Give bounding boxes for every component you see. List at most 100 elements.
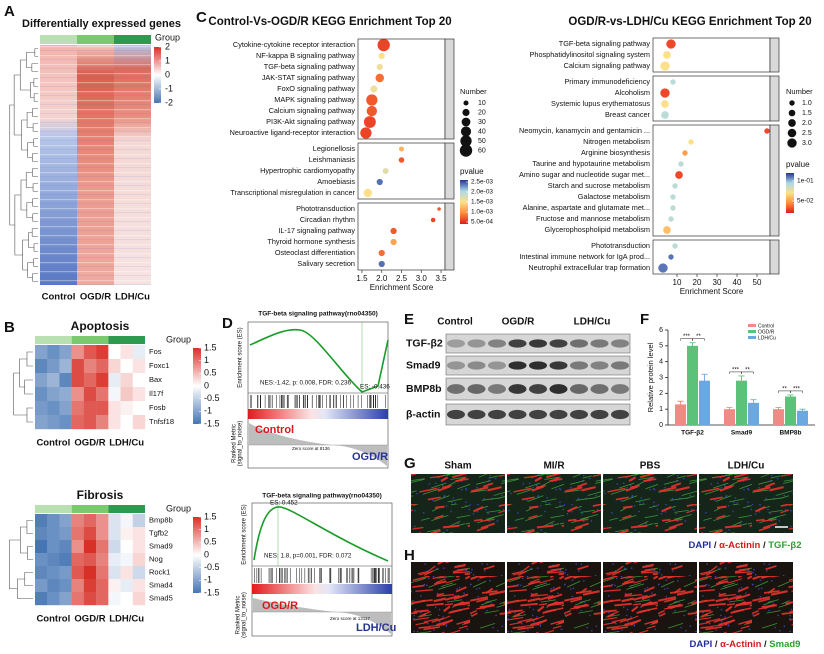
heatmap-cell [35, 579, 48, 593]
dot [378, 260, 385, 268]
x-tick-label: BMP8b [779, 430, 801, 437]
legend-label: 60 [478, 147, 486, 154]
heatmap-cell [83, 592, 97, 606]
legend-dot [789, 100, 795, 106]
heatmap-cell [35, 415, 48, 430]
heatmap-cell [108, 345, 121, 360]
group-label: OGD/R [74, 614, 105, 625]
dot [663, 226, 671, 234]
legend-label: 50 [478, 138, 486, 145]
rank-bar [248, 409, 388, 419]
bar [773, 409, 784, 425]
color-bar-label: -0.5 [204, 562, 220, 572]
band [529, 384, 547, 394]
heatmap-cell [59, 553, 72, 567]
heatmap-cell [120, 579, 133, 593]
x-tick-label: 50 [753, 278, 762, 287]
heatmap-cell [59, 345, 72, 360]
heatmap-cell [35, 401, 48, 416]
heatmap-cell [96, 387, 109, 402]
color-bar-label: 2 [165, 41, 170, 51]
heatmap-cell [35, 592, 48, 606]
heatmap-cell [35, 540, 48, 554]
legend-dot [788, 109, 796, 117]
dot [660, 88, 670, 98]
band [611, 384, 629, 394]
dendrogram-branch [19, 59, 31, 91]
term-label: Galactose metabolism [578, 192, 650, 201]
heatmap-cell [71, 401, 85, 416]
heatmap-texture [40, 45, 151, 285]
legend-title: Number [460, 87, 487, 96]
caption-part: DAPI [690, 639, 713, 650]
color-bar-label: 1 [204, 524, 209, 534]
x-tick-label: 30 [713, 278, 722, 287]
band [488, 361, 506, 370]
dendrogram-branch [26, 351, 33, 367]
dot [668, 216, 674, 222]
panel-letter: A [4, 3, 15, 20]
ranked-metric-area [249, 423, 387, 466]
error-bar [701, 373, 708, 387]
term-label: Amoebiasis [317, 177, 355, 186]
color-bar-label: 1.5e-03 [471, 199, 493, 206]
significance-label: *** [732, 367, 740, 373]
term-label: Arginine biosynthesis [581, 148, 650, 157]
legend-label: Control [758, 323, 774, 329]
heatmap-cell [120, 527, 133, 541]
y-axis-label: Ranked Metric [232, 424, 238, 463]
dendrogram-branch [19, 526, 28, 554]
error-bar [677, 400, 684, 408]
gsea-stats: NES:-1.42, p: 0.008, FDR: 0.236 [260, 380, 352, 387]
heatmap-cell [71, 345, 85, 360]
heatmap-cell [83, 373, 97, 388]
y-axis-label: Ranked Metric [236, 596, 242, 635]
term-label: Legionellosis [313, 144, 356, 153]
heatmap-cell [47, 359, 60, 374]
color-bar-label: -1.5 [204, 587, 220, 597]
color-bar-label: -0.5 [204, 393, 220, 403]
dendrogram-branch [32, 123, 38, 132]
facet-strip [769, 37, 780, 73]
y-axis-label: Enrichment score (ES) [238, 327, 244, 387]
dendrogram-branch [26, 407, 33, 423]
term-label: Leishmaniasis [309, 155, 356, 164]
group-label: Control [36, 438, 70, 449]
y-tick-label: 6 [659, 327, 663, 334]
dot [660, 61, 670, 71]
gsea-title: TGF-beta signaling pathway(rno04350) [262, 493, 382, 500]
x-tick-label: 2.5 [396, 274, 408, 283]
dendrogram-branch [32, 273, 38, 282]
dendrogram-branch [24, 379, 33, 395]
legend-label: 10 [478, 100, 486, 107]
term-label: Nitrogen metabolism [583, 137, 650, 146]
heatmap-cell [47, 514, 60, 528]
caption-part: / [761, 639, 769, 650]
caption-part: / [760, 540, 768, 551]
y-tick-label: 1 [659, 406, 663, 413]
gene-label: Bmp8b [149, 515, 173, 524]
heatmap-cell [108, 592, 121, 606]
heatmap-cell [120, 345, 133, 360]
heatmap-cell [35, 527, 48, 541]
term-label: JAK-STAT signaling pathway [262, 73, 356, 82]
heatmap-cell [132, 566, 146, 580]
term-label: Neuroactive ligand-receptor interaction [230, 128, 355, 137]
heatmap-cell [96, 415, 109, 430]
dendrogram-branch [27, 142, 34, 158]
column-label: Control [437, 317, 473, 328]
dot [661, 100, 669, 108]
heatmap-cell [59, 540, 72, 554]
caption: DAPI / α-Actinin / TGF-β2 [689, 540, 802, 551]
heatmap-cell [96, 514, 109, 528]
caption-part: Smad9 [769, 639, 800, 650]
dendrogram-branch [28, 232, 35, 248]
heatmap-cell [83, 579, 97, 593]
heatmap-cell [108, 387, 121, 402]
group-bar [40, 35, 77, 44]
heatmap-cell [83, 514, 97, 528]
facet-box [357, 202, 446, 271]
dendrogram-branch [34, 48, 38, 57]
legend-label: 20 [478, 109, 486, 116]
band [467, 409, 486, 420]
